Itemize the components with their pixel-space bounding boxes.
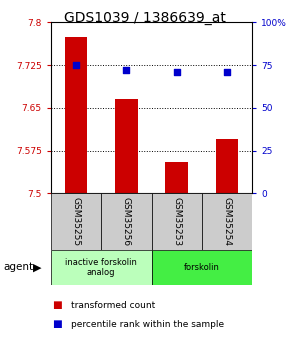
Bar [51,250,152,285]
Bar [152,250,252,285]
Text: GSM35255: GSM35255 [71,197,80,246]
Text: ▶: ▶ [33,263,42,272]
Text: percentile rank within the sample: percentile rank within the sample [71,320,224,329]
Bar [216,139,238,193]
Bar [65,37,87,193]
Point [174,69,179,75]
Text: ■: ■ [52,319,62,329]
Text: GSM35253: GSM35253 [172,197,181,246]
Bar [152,193,202,250]
Text: forskolin: forskolin [184,263,220,272]
Bar [115,99,138,193]
Point [124,68,129,73]
Point [74,62,78,68]
Text: ■: ■ [52,300,62,310]
Bar [165,162,188,193]
Text: GDS1039 / 1386639_at: GDS1039 / 1386639_at [64,11,226,26]
Text: inactive forskolin
analog: inactive forskolin analog [65,258,137,277]
Bar [202,193,252,250]
Text: GSM35256: GSM35256 [122,197,131,246]
Point [225,69,229,75]
Text: GSM35254: GSM35254 [223,197,232,246]
Text: agent: agent [3,263,33,272]
Bar [101,193,152,250]
Text: transformed count: transformed count [71,301,155,310]
Bar [51,193,101,250]
